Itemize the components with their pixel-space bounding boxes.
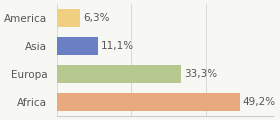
Bar xyxy=(57,37,98,55)
Text: 11,1%: 11,1% xyxy=(101,41,134,51)
Bar xyxy=(57,93,240,111)
Bar xyxy=(57,65,181,83)
Text: 33,3%: 33,3% xyxy=(184,69,217,79)
Bar xyxy=(57,9,80,27)
Text: 49,2%: 49,2% xyxy=(243,97,276,107)
Text: 6,3%: 6,3% xyxy=(83,13,110,23)
